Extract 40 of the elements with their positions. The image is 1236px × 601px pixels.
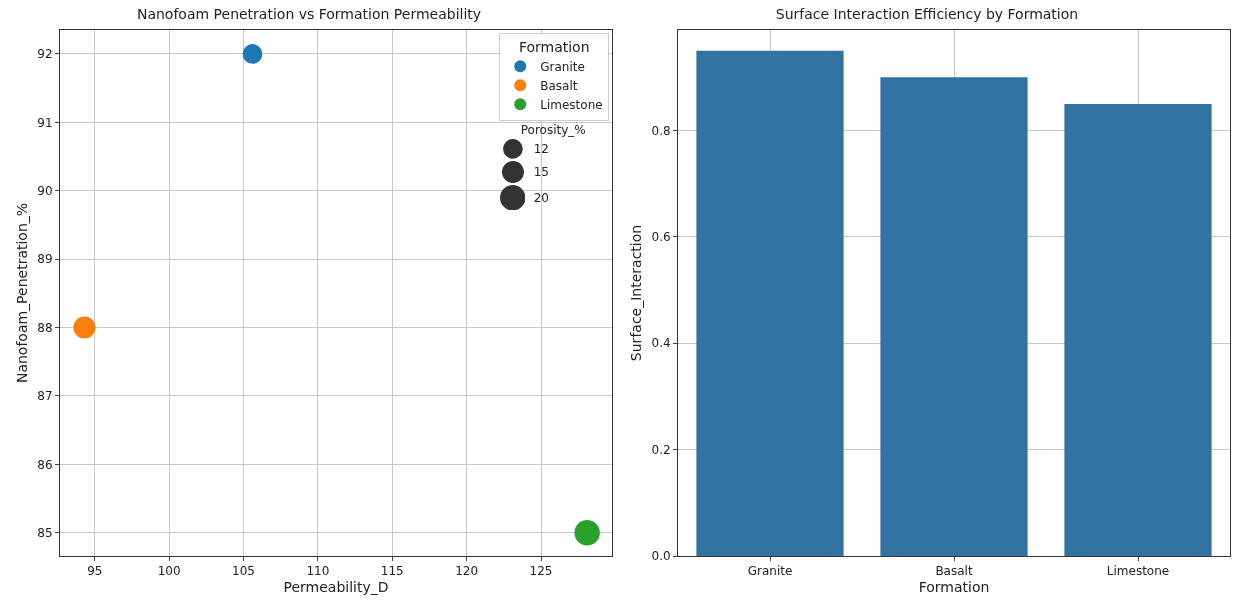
y-axis-title: Surface_Interaction: [628, 224, 645, 362]
y-tick-label: 0.6: [651, 230, 671, 245]
legend-label: Limestone: [540, 98, 603, 113]
x-tick-label: 125: [529, 564, 553, 579]
bar: [880, 77, 1028, 556]
y-tick-label: 86: [37, 457, 53, 472]
legend-label: 12: [533, 141, 550, 156]
y-tick-label: 90: [37, 183, 53, 198]
legend-label: 20: [533, 190, 550, 205]
x-tick-label: 100: [157, 564, 181, 579]
x-tick-label: 95: [87, 564, 103, 579]
x-axis-title: Formation: [918, 578, 990, 595]
x-axis-title: Permeability_D: [283, 578, 389, 595]
y-tick-label: 85: [37, 525, 53, 540]
legend-title: Formation: [518, 38, 590, 55]
y-tick-label: 0.2: [651, 442, 671, 457]
y-tick-label: 87: [37, 389, 53, 404]
legend-label: 15: [533, 164, 550, 179]
x-tick-label: 115: [380, 564, 404, 579]
y-tick-label: 0.8: [651, 123, 671, 138]
y-tick-label: 0.0: [651, 549, 671, 564]
legend-label: Basalt: [540, 79, 578, 94]
x-tick-label: 110: [306, 564, 330, 579]
chart-title: Surface Interaction Efficiency by Formation: [775, 5, 1079, 22]
bar: [1064, 103, 1212, 556]
annotation: Porosity_%: [519, 122, 587, 139]
x-tick-label: 105: [232, 564, 255, 579]
y-tick-label: 89: [37, 252, 53, 267]
y-tick-label: 88: [37, 320, 53, 335]
y-tick-label: 91: [37, 115, 53, 130]
legend-label: Granite: [540, 60, 585, 75]
y-tick-label: 92: [37, 47, 53, 62]
bar: [696, 50, 844, 556]
x-tick-label: 120: [455, 564, 479, 579]
chart-title: Nanofoam Penetration vs Formation Permeability: [136, 5, 482, 22]
x-tick-label: Granite: [747, 564, 793, 579]
y-axis-title: Nanofoam_Penetration_%: [13, 202, 30, 384]
x-tick-label: Limestone: [1106, 564, 1170, 579]
x-tick-label: Basalt: [935, 564, 973, 579]
y-tick-label: 0.4: [651, 336, 671, 351]
